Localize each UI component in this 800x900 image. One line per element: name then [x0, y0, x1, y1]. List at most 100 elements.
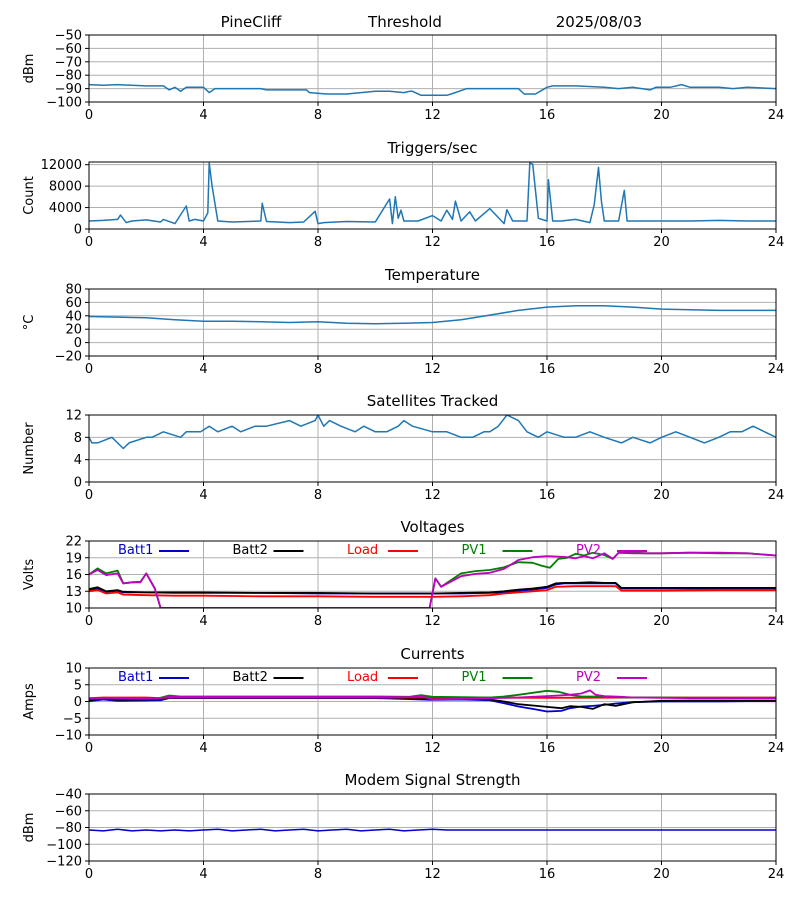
- y-tick-label: 12: [65, 409, 82, 424]
- legend-label-pv2: PV2: [576, 670, 601, 685]
- series-line-0: [89, 162, 776, 225]
- y-tick-label: −40: [55, 788, 82, 803]
- legend-label-pv1: PV1: [462, 670, 487, 685]
- legend-label-batt2: Batt2: [233, 670, 268, 685]
- series-line-0: [89, 83, 776, 97]
- x-tick-label: 8: [314, 108, 322, 123]
- series-group: [89, 162, 776, 225]
- series-line-0: [89, 828, 776, 832]
- y-tick-label: 8000: [49, 180, 82, 195]
- y-axis-label: Volts: [22, 559, 37, 591]
- y-tick-label: 8: [74, 431, 82, 446]
- legend-label-batt2: Batt2: [233, 543, 268, 558]
- x-tick-label: 0: [85, 741, 93, 756]
- y-tick-label: −50: [55, 29, 82, 44]
- y-tick-label: −100: [46, 838, 82, 853]
- x-tick-label: 0: [85, 867, 93, 882]
- legend-label-load: Load: [347, 543, 378, 558]
- y-tick-label: 80: [65, 283, 82, 298]
- y-tick-label: −20: [55, 350, 82, 365]
- y-tick-label: −80: [55, 69, 82, 84]
- x-tick-label: 20: [653, 867, 670, 882]
- y-axis-label: Count: [22, 176, 37, 215]
- x-tick-label: 8: [314, 741, 322, 756]
- y-tick-label: 10: [65, 602, 82, 617]
- x-tick-label: 24: [768, 614, 785, 629]
- series-group: [89, 828, 776, 832]
- x-tick-label: 4: [199, 108, 207, 123]
- y-tick-label: −70: [55, 55, 82, 70]
- x-tick-label: 8: [314, 867, 322, 882]
- legend-label-pv1: PV1: [462, 543, 487, 558]
- y-axis-label: Amps: [22, 683, 37, 720]
- y-tick-label: −10: [55, 729, 82, 744]
- series-group: [89, 305, 776, 325]
- y-tick-label: 0: [74, 223, 82, 238]
- legend-label-pv2: PV2: [576, 543, 601, 558]
- x-tick-label: 16: [539, 362, 556, 377]
- x-tick-label: 12: [424, 108, 441, 123]
- x-tick-label: 24: [768, 867, 785, 882]
- x-tick-label: 4: [199, 867, 207, 882]
- x-tick-label: 20: [653, 235, 670, 250]
- x-tick-label: 4: [199, 235, 207, 250]
- series-line-pv2: [89, 689, 776, 701]
- legend-label-load: Load: [347, 670, 378, 685]
- series-line-load: [89, 585, 776, 598]
- x-tick-label: 0: [85, 614, 93, 629]
- y-tick-label: −5: [63, 712, 82, 727]
- chart-title: Temperature: [384, 266, 480, 284]
- x-tick-label: 8: [314, 235, 322, 250]
- y-tick-label: −80: [55, 821, 82, 836]
- series-group: [89, 689, 776, 713]
- y-tick-label: −90: [55, 82, 82, 97]
- chart-panel-0: 0 4 8 12 16 20 24 −100−90−80−70−60−50 dBm: [22, 29, 784, 124]
- y-tick-label: 4: [74, 453, 82, 468]
- x-tick-label: 12: [424, 488, 441, 503]
- y-tick-label: 60: [65, 296, 82, 311]
- x-tick-label: 16: [539, 235, 556, 250]
- y-tick-label: 16: [65, 568, 82, 583]
- y-axis-label: °C: [22, 315, 37, 331]
- y-axis-label: Number: [22, 422, 37, 475]
- x-tick-label: 12: [424, 741, 441, 756]
- x-tick-label: 12: [424, 235, 441, 250]
- x-tick-label: 8: [314, 488, 322, 503]
- chart-panel-3: 0 4 8 12 16 20 24 0 4 8 12 Satellites Tracked Number: [22, 392, 784, 503]
- header-station: PineCliff: [221, 13, 282, 31]
- x-tick-label: 4: [199, 741, 207, 756]
- y-tick-label: 19: [65, 551, 82, 566]
- series-group: [89, 83, 776, 97]
- x-tick-label: 24: [768, 362, 785, 377]
- series-line-0: [89, 415, 776, 450]
- x-tick-label: 16: [539, 614, 556, 629]
- y-tick-label: 12000: [41, 158, 82, 173]
- y-tick-label: 22: [65, 535, 82, 550]
- chart-panel-6: 0 4 8 12 16 20 24 −120 −100 −80 −60−40 Modem Signal…: [22, 771, 784, 882]
- y-tick-label: 20: [65, 323, 82, 338]
- chart-title: Voltages: [400, 518, 464, 536]
- chart-title: Satellites Tracked: [367, 392, 498, 410]
- chart-title: Modem Signal Strength: [345, 771, 521, 789]
- x-tick-label: 24: [768, 108, 785, 123]
- series-line-pv2: [89, 551, 776, 608]
- x-tick-label: 20: [653, 741, 670, 756]
- x-tick-label: 0: [85, 362, 93, 377]
- header-mode: Threshold: [367, 13, 442, 31]
- x-tick-label: 24: [768, 741, 785, 756]
- x-tick-label: 4: [199, 362, 207, 377]
- x-tick-label: 12: [424, 867, 441, 882]
- series-group: [89, 551, 776, 608]
- y-axis-label: dBm: [22, 54, 37, 84]
- x-tick-label: 8: [314, 362, 322, 377]
- chart-title: Triggers/sec: [387, 139, 478, 157]
- x-tick-label: 0: [85, 488, 93, 503]
- y-tick-label: 10: [65, 662, 82, 677]
- y-tick-label: 13: [65, 585, 82, 600]
- x-tick-label: 16: [539, 108, 556, 123]
- x-tick-label: 8: [314, 614, 322, 629]
- x-tick-label: 20: [653, 488, 670, 503]
- x-tick-label: 20: [653, 108, 670, 123]
